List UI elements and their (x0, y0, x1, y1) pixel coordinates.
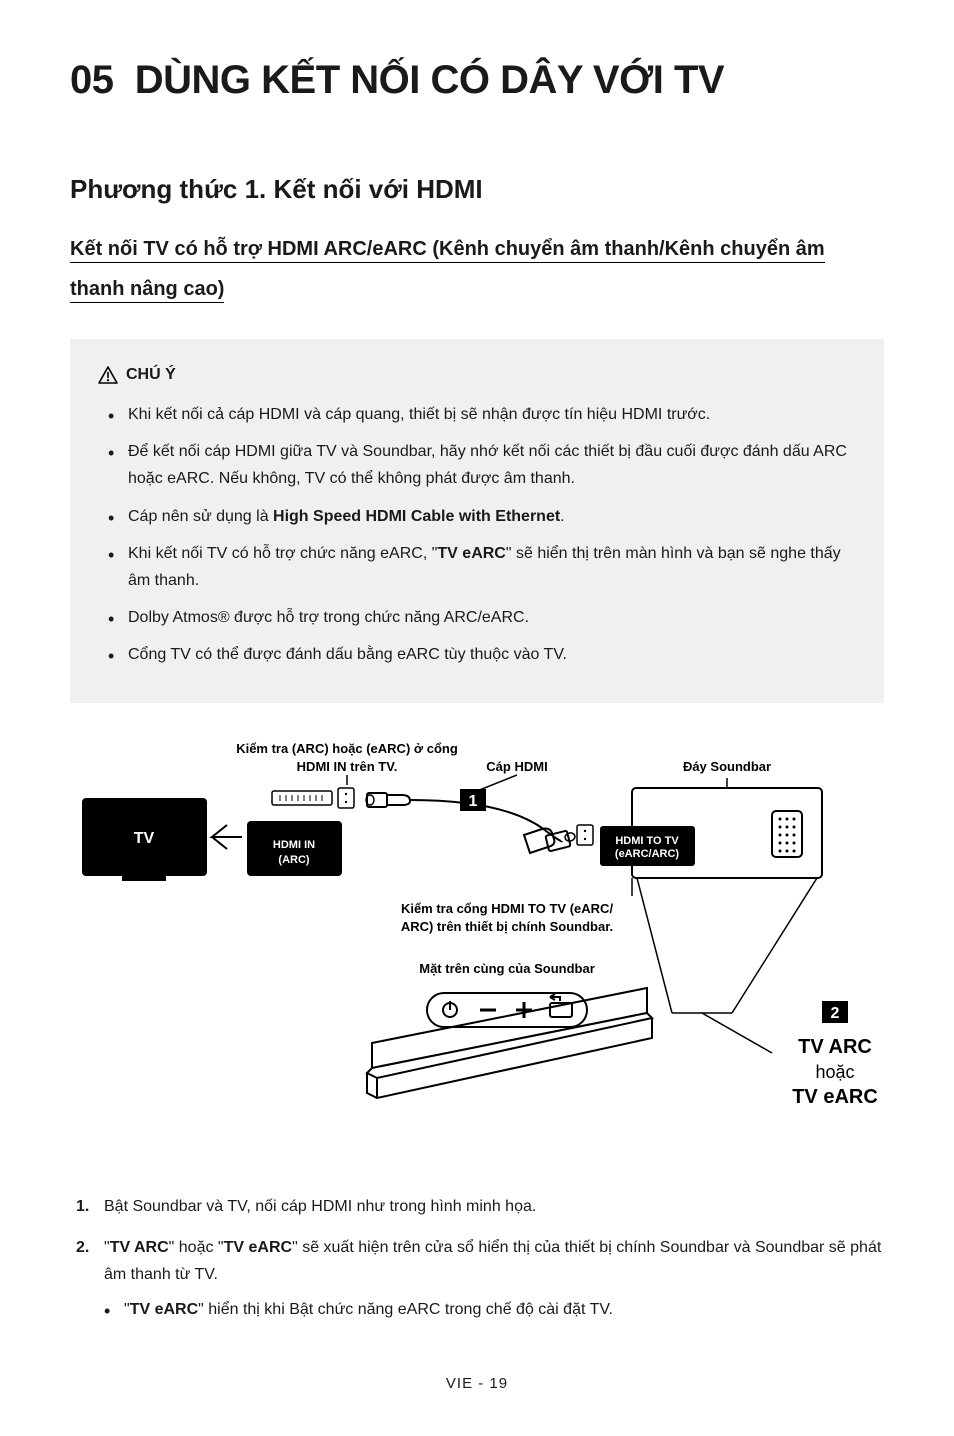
note-list: Khi kết nối cả cáp HDMI và cáp quang, th… (98, 401, 856, 669)
svg-text:1: 1 (469, 793, 478, 810)
step-badge-2: 2 (822, 1001, 848, 1023)
tv-icon: TV (82, 798, 207, 881)
note-item: Khi kết nối cả cáp HDMI và cáp quang, th… (108, 401, 856, 428)
sub-item: "TV eARC" hiển thị khi Bật chức năng eAR… (104, 1296, 884, 1323)
page-footer: VIE - 19 (70, 1373, 884, 1396)
note-header: CHÚ Ý (98, 363, 856, 387)
steps-list: Bật Soundbar và TV, nối cáp HDMI như tro… (70, 1193, 884, 1324)
section-subtitle: Kết nối TV có hỗ trợ HDMI ARC/eARC (Kênh… (70, 238, 825, 303)
note-item: Cổng TV có thể được đánh dấu bằng eARC t… (108, 641, 856, 668)
connection-diagram: Kiểm tra (ARC) hoặc (eARC) ở cổng HDMI I… (70, 733, 884, 1153)
chapter-title: 05 DÙNG KẾT NỐI CÓ DÂY VỚI TV (70, 50, 884, 110)
svg-text:(eARC/ARC): (eARC/ARC) (615, 848, 680, 860)
note-item: Cáp nên sử dụng là High Speed HDMI Cable… (108, 503, 856, 530)
diagram-hdmi-in: HDMI IN (273, 839, 315, 851)
note-box: CHÚ Ý Khi kết nối cả cáp HDMI và cáp qua… (70, 339, 884, 703)
note-item: Dolby Atmos® được hỗ trợ trong chức năng… (108, 604, 856, 631)
diagram-label: HDMI IN trên TV. (297, 759, 398, 774)
diagram-tv-label: TV (134, 830, 155, 847)
step-item: Bật Soundbar và TV, nối cáp HDMI như tro… (76, 1193, 884, 1220)
chapter-title-text: DÙNG KẾT NỐI CÓ DÂY VỚI TV (135, 58, 724, 102)
diagram-label: Đáy Soundbar (683, 759, 771, 774)
diagram-label: Kiểm tra (ARC) hoặc (eARC) ở cổng (236, 741, 458, 756)
note-item: Để kết nối cáp HDMI giữa TV và Soundbar,… (108, 438, 856, 492)
diagram-label: ARC) trên thiết bị chính Soundbar. (401, 919, 613, 934)
diagram-mode: TV eARC (792, 1086, 878, 1108)
diagram-mode-or: hoặc (815, 1062, 854, 1082)
section-subtitle-wrap: Kết nối TV có hỗ trợ HDMI ARC/eARC (Kênh… (70, 229, 884, 309)
caution-icon (98, 366, 118, 384)
diagram-mode: TV ARC (798, 1036, 872, 1058)
diagram-label: Kiểm tra cổng HDMI TO TV (eARC/ (401, 901, 614, 916)
diagram-arc-paren: (ARC) (278, 854, 309, 866)
svg-text:2: 2 (831, 1005, 840, 1022)
method-title: Phương thức 1. Kết nối với HDMI (70, 170, 884, 209)
note-item: Khi kết nối TV có hỗ trợ chức năng eARC,… (108, 540, 856, 594)
chapter-number: 05 (70, 58, 114, 102)
soundbar-bottom-icon: HDMI TO TV (eARC/ARC) (577, 788, 822, 878)
svg-text:HDMI TO TV: HDMI TO TV (615, 835, 679, 847)
hdmi-in-box: HDMI IN (ARC) (247, 788, 354, 876)
step-item: "TV ARC" hoặc "TV eARC" sẽ xuất hiện trê… (76, 1234, 884, 1324)
soundbar-top-icon (367, 988, 652, 1098)
sub-list: "TV eARC" hiển thị khi Bật chức năng eAR… (104, 1296, 884, 1323)
diagram-label: Mặt trên cùng của Soundbar (419, 961, 595, 976)
note-label: CHÚ Ý (126, 363, 176, 387)
diagram-label: Cáp HDMI (486, 759, 547, 774)
